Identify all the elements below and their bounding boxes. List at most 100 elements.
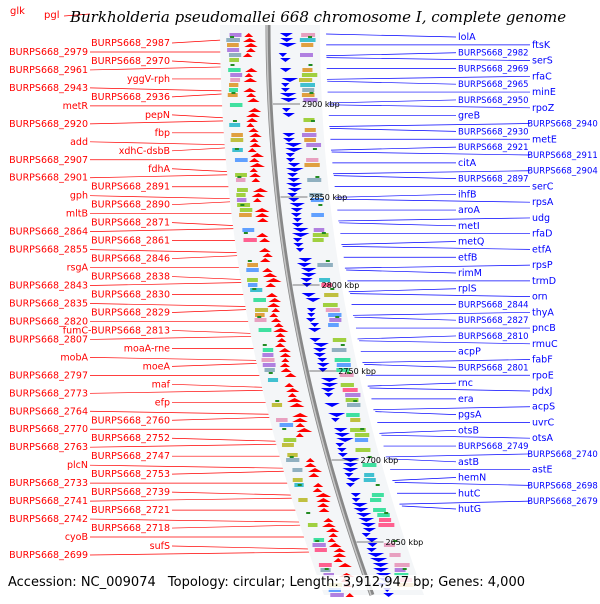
right-gene-label: aroA <box>458 205 480 216</box>
right-label-leader <box>381 434 531 439</box>
right-gene-label: trmD <box>532 276 556 287</box>
right-gene-label: udg <box>532 213 550 224</box>
backbone-highlight <box>266 24 372 596</box>
feature-block <box>235 173 247 177</box>
gene-arrow-forward <box>255 213 270 217</box>
gene-arrow-reverse <box>287 163 301 167</box>
right-gene-label: orn <box>532 292 548 303</box>
right-gene-label: metI <box>458 221 480 232</box>
gene-arrow-forward <box>287 393 297 397</box>
right-label-leader <box>327 99 457 104</box>
gene-arrow-forward <box>257 218 269 222</box>
feature-block <box>276 418 288 422</box>
gene-arrow-forward <box>332 553 347 557</box>
gene-arrow-forward <box>252 198 262 202</box>
left-gene-label: fbp <box>155 128 170 139</box>
left-gene-label: mltB <box>66 209 88 220</box>
feature-block <box>354 438 369 442</box>
gene-arrow-reverse <box>281 108 291 112</box>
feature-block <box>371 493 384 497</box>
feature-block <box>253 298 266 302</box>
left-label-leader <box>171 545 310 550</box>
left-gene-label: BURPS668_2753 <box>91 469 170 480</box>
feature-block <box>301 133 317 137</box>
scale-tick-label: 2800 kbp <box>322 281 360 290</box>
right-label-leader <box>352 311 531 316</box>
gene-arrow-reverse <box>286 183 303 187</box>
feature-block <box>243 238 257 242</box>
feature-block <box>262 353 274 357</box>
right-gene-label: otsA <box>532 433 553 444</box>
left-label-leader <box>89 228 237 232</box>
gene-arrow-forward <box>307 468 323 472</box>
gene-arrow-forward <box>279 353 292 357</box>
right-label-leader <box>333 175 457 179</box>
gene-arrow-reverse <box>287 178 301 182</box>
left-gene-label: BURPS668_2773 <box>9 388 88 399</box>
left-label-leader <box>89 464 285 469</box>
right-gene-label: BURPS668_2965 <box>458 80 529 90</box>
right-gene-label: serC <box>532 181 554 192</box>
gene-arrow-forward <box>244 73 254 77</box>
gene-arrow-reverse <box>372 563 389 567</box>
right-label-leader <box>401 505 457 510</box>
right-gene-label: era <box>458 394 474 405</box>
feature-block <box>292 468 303 472</box>
gene-arrow-reverse <box>280 58 291 62</box>
gene-arrow-reverse <box>306 308 317 312</box>
accession-label: Accession: NC_009074 <box>8 575 156 590</box>
gene-arrow-reverse <box>366 548 377 552</box>
gene-arrow-forward <box>275 333 286 337</box>
gene-arrow-reverse <box>291 233 310 237</box>
gene-arrow-reverse <box>351 503 368 507</box>
left-label-leader <box>171 147 228 152</box>
left-gene-label: BURPS668_2861 <box>91 236 170 247</box>
right-label-leader <box>387 458 457 463</box>
left-gene-label: fdhA <box>148 164 170 175</box>
right-label-leader <box>342 246 531 250</box>
gene-arrow-reverse <box>320 388 336 392</box>
feature-block <box>262 363 276 367</box>
feature-block <box>229 58 239 62</box>
right-gene-label: rnc <box>458 378 473 389</box>
right-gene-label: BURPS668_2749 <box>458 442 529 452</box>
left-label-leader <box>89 336 255 340</box>
feature-block <box>261 358 275 362</box>
right-label-leader <box>335 193 457 198</box>
feature-block <box>394 568 406 572</box>
gene-arrow-reverse <box>298 258 313 262</box>
gene-arrow-forward <box>249 173 261 177</box>
feature-block <box>314 548 327 552</box>
feature-block <box>236 198 247 202</box>
gene-arrow-forward <box>316 498 331 502</box>
feature-block <box>336 368 350 372</box>
gene-arrow-forward <box>333 548 346 552</box>
right-label-leader <box>392 477 457 481</box>
gene-arrow-forward <box>242 38 257 42</box>
feature-block <box>231 133 243 137</box>
right-label-leader <box>344 264 531 269</box>
feature-block <box>267 378 279 382</box>
gene-arrow-reverse <box>353 508 369 512</box>
left-label-leader <box>171 168 229 173</box>
feature-block <box>346 413 360 417</box>
right-label-leader <box>331 151 531 156</box>
feature-block <box>301 33 316 37</box>
left-gene-label: BURPS668_2770 <box>9 424 88 435</box>
chromosome-backbone <box>265 24 375 596</box>
right-gene-label: rpoE <box>532 370 554 381</box>
feature-block <box>281 443 294 447</box>
gene-arrow-forward <box>328 543 342 547</box>
left-gene-label: mobA <box>60 352 88 363</box>
right-gene-label: BURPS668_2827 <box>458 316 529 326</box>
gene-arrow-reverse <box>282 133 296 137</box>
left-gene-label: BURPS668_2820 <box>9 316 88 327</box>
feature-block <box>283 438 297 442</box>
right-gene-label: rmuC <box>532 339 558 350</box>
gene-arrow-forward <box>327 538 336 542</box>
gene-arrow-forward <box>249 133 262 137</box>
feature-block <box>246 268 259 272</box>
gene-arrow-forward <box>252 188 269 192</box>
left-label-leader <box>89 443 280 448</box>
scale-tick-label: 2700 kbp <box>361 456 399 465</box>
